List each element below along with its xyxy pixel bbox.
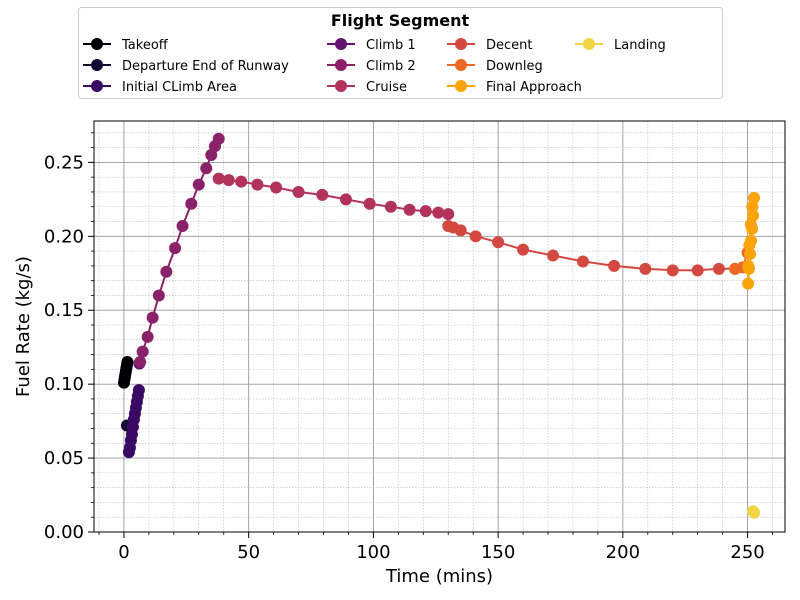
data-point [746, 200, 759, 213]
data-point [742, 259, 755, 272]
x-axis-label: Time (mins) [385, 566, 493, 587]
data-point [152, 289, 165, 302]
legend-marker [335, 38, 347, 50]
legend-label: Departure End of Runway [122, 59, 289, 74]
series-4 [134, 132, 225, 368]
legend-marker [583, 38, 595, 50]
data-point [743, 239, 756, 252]
data-point [517, 243, 530, 256]
y-tick-label: 0.00 [44, 522, 84, 543]
legend-label: Final Approach [486, 80, 582, 95]
legend-label: Downleg [486, 59, 543, 74]
data-point [744, 248, 757, 261]
data-point [121, 355, 134, 368]
series-line [447, 225, 736, 272]
data-point [432, 206, 445, 219]
legend-label: Decent [486, 38, 533, 53]
legend-marker [455, 38, 467, 50]
legend-marker [335, 59, 347, 71]
legend-marker [91, 80, 103, 92]
data-point [576, 255, 589, 268]
data-point [608, 259, 621, 272]
data-point [419, 205, 432, 218]
data-point [742, 277, 755, 290]
data-point [403, 203, 416, 216]
data-point [339, 193, 352, 206]
series-8 [742, 191, 761, 290]
data-point [185, 197, 198, 210]
data-point [212, 172, 225, 185]
y-tick-label: 0.05 [44, 448, 84, 469]
data-point [492, 236, 505, 249]
legend-marker [455, 80, 467, 92]
series-6 [442, 219, 742, 277]
y-tick-label: 0.20 [44, 226, 84, 247]
data-point [132, 384, 145, 397]
data-point [454, 224, 467, 237]
data-point [363, 197, 376, 210]
x-tick-label: 250 [730, 542, 764, 563]
plot-area [93, 120, 786, 533]
legend-marker [91, 38, 103, 50]
x-tick-label: 100 [356, 542, 390, 563]
data-point [251, 178, 264, 191]
x-tick-label: 150 [481, 542, 515, 563]
y-tick-label: 0.25 [44, 152, 84, 173]
x-tick-label: 50 [237, 542, 260, 563]
data-point [384, 200, 397, 213]
legend-label: Climb 1 [366, 38, 416, 53]
y-tick-label: 0.10 [44, 374, 84, 395]
data-point [748, 506, 761, 519]
series-group [117, 132, 761, 519]
data-point [547, 249, 560, 262]
data-point [744, 218, 757, 231]
data-point [691, 264, 704, 277]
legend-label: Initial CLimb Area [122, 80, 237, 95]
data-point [212, 132, 225, 145]
series-0 [117, 355, 134, 389]
data-point [639, 262, 652, 275]
series-9 [747, 505, 761, 519]
legend-label: Climb 2 [366, 59, 416, 74]
data-point [141, 330, 154, 343]
axis-ticks: 0 50 100 150 200 250 0.00 0.05 0.10 0.15 0.20 0.25 [44, 132, 773, 563]
y-tick-label: 0.15 [44, 300, 84, 321]
data-point [192, 178, 205, 191]
data-point [292, 185, 305, 198]
data-point [160, 265, 173, 278]
data-point [316, 188, 329, 201]
x-tick-label: 200 [606, 542, 640, 563]
series-5 [212, 172, 455, 221]
data-point [666, 264, 679, 277]
legend-label: Cruise [366, 80, 407, 95]
series-2 [122, 384, 145, 459]
data-point [222, 174, 235, 187]
legend-title: Flight Segment [331, 11, 470, 30]
y-axis-label: Fuel Rate (kg/s) [13, 256, 34, 397]
legend-frame [78, 7, 723, 99]
data-point [748, 191, 761, 204]
legend-marker [335, 80, 347, 92]
data-point [712, 262, 725, 275]
legend: Flight Segment Takeoff Departure End of Ru… [78, 7, 723, 99]
data-point [146, 311, 159, 324]
data-point [169, 242, 182, 255]
data-point [469, 230, 482, 243]
data-point [442, 208, 455, 221]
data-point [134, 355, 147, 368]
legend-marker [455, 59, 467, 71]
data-point [176, 219, 189, 232]
legend-label: Landing [614, 38, 666, 53]
x-tick-label: 0 [118, 542, 129, 563]
data-point [235, 175, 248, 188]
legend-marker [91, 59, 103, 71]
grid [94, 121, 785, 533]
data-point [136, 345, 149, 358]
legend-label: Takeoff [121, 38, 169, 53]
data-point [200, 162, 213, 175]
data-point [270, 181, 283, 194]
